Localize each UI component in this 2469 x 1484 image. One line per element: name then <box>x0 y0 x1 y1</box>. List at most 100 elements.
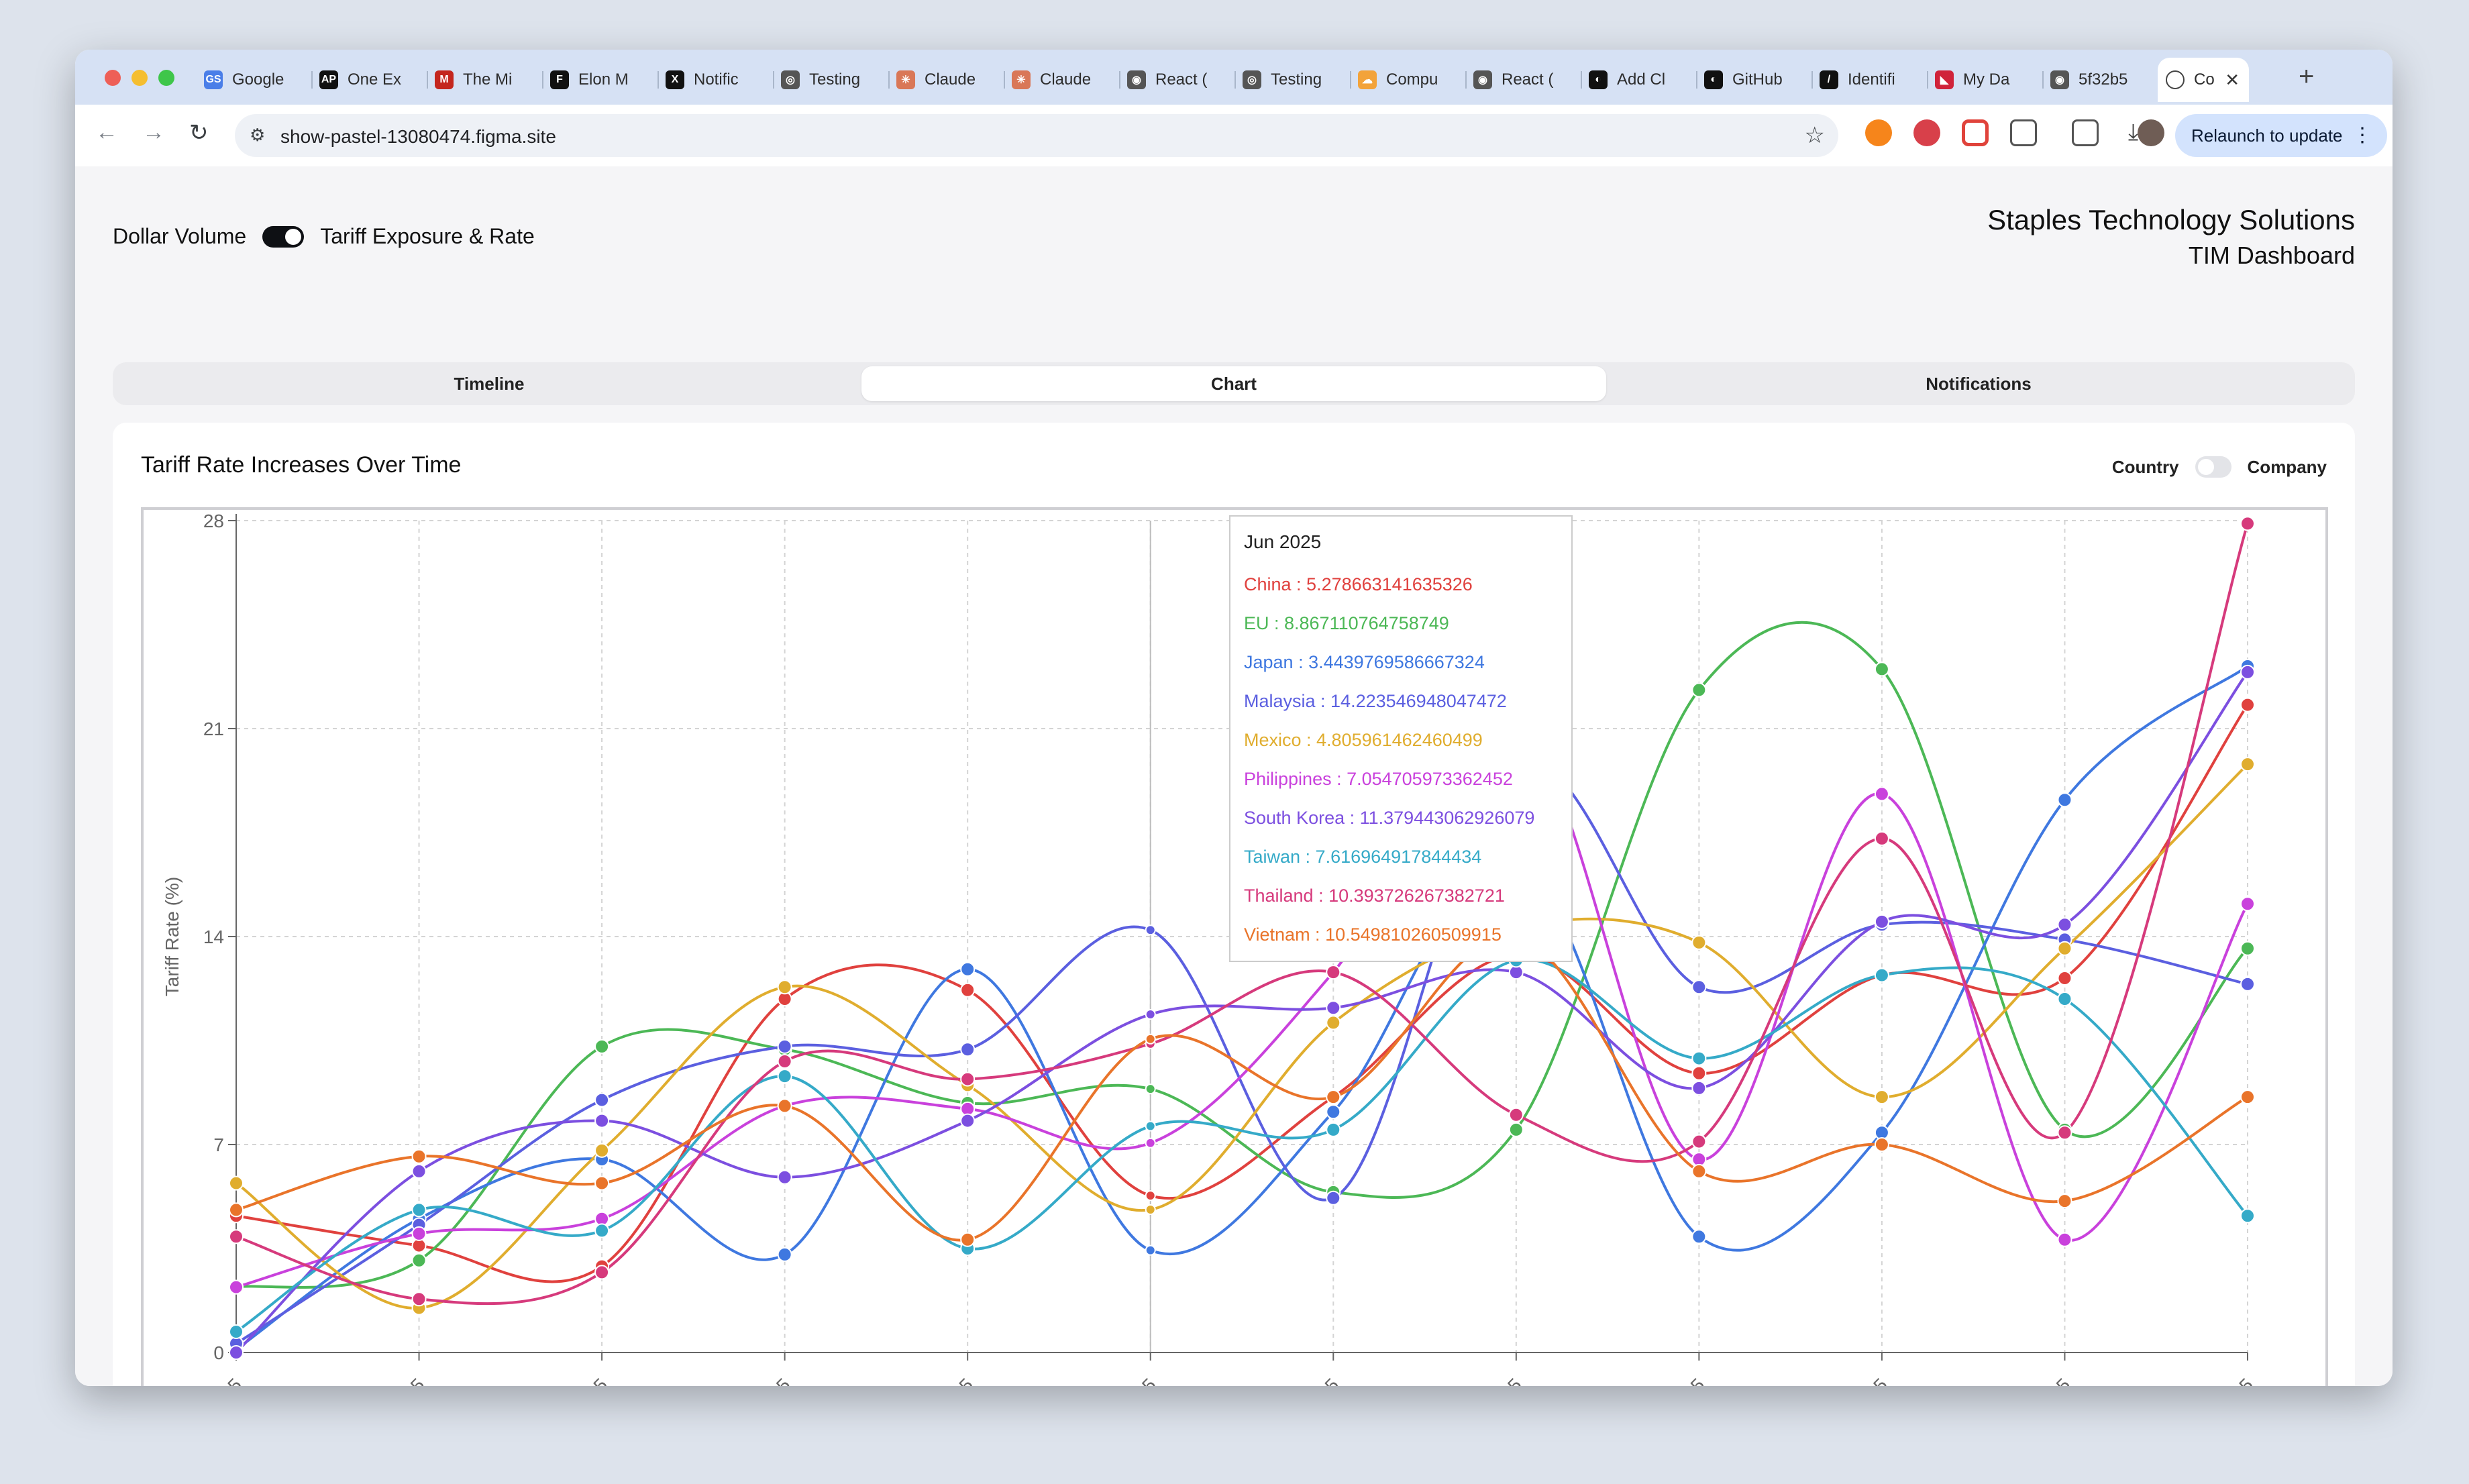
tab-favicon-icon: AP <box>319 70 338 89</box>
metamask-extension-icon[interactable] <box>1865 119 1892 146</box>
data-point-south-korea <box>960 1113 976 1128</box>
browser-tab[interactable]: F Elon M <box>542 58 658 102</box>
browser-tab[interactable]: AP One Ex <box>311 58 427 102</box>
close-window-button[interactable] <box>105 70 121 86</box>
data-point-taiwan <box>1691 1051 1707 1066</box>
x-tick-label: 2025 <box>933 1374 977 1386</box>
browser-tab[interactable]: X Notific <box>658 58 773 102</box>
browser-tab[interactable]: / Identifi <box>1811 58 1927 102</box>
extension-icon[interactable] <box>1962 119 1989 146</box>
data-point-taiwan <box>229 1324 244 1339</box>
data-point-china <box>2057 971 2072 986</box>
minimize-window-button[interactable] <box>132 70 148 86</box>
browser-tab[interactable]: ◎ Testing <box>1234 58 1350 102</box>
bookmark-star-icon[interactable]: ☆ <box>1804 123 1825 148</box>
tab-chart[interactable]: Chart <box>861 366 1606 401</box>
browser-tab[interactable]: ◉ React ( <box>1119 58 1234 102</box>
data-point-japan <box>1326 1104 1341 1120</box>
data-point-eu <box>1874 661 1889 677</box>
browser-tab[interactable]: ◐ GitHub <box>1696 58 1811 102</box>
relaunch-button[interactable]: Relaunch to update ⋮ <box>2175 114 2387 157</box>
tooltip-row: Japan : 3.4439769586667324 <box>1244 652 1485 672</box>
data-point-japan <box>1691 1229 1707 1244</box>
tab-label: GitHub <box>1732 70 1783 89</box>
tab-search-icon[interactable] <box>2072 119 2099 146</box>
country-company-toggle: Country Company <box>2112 456 2327 478</box>
browser-tab[interactable]: ◎ Testing <box>773 58 888 102</box>
chart-area[interactable]: 0 7 14 21 28 2025 2025 2025 2025 2025 2025 2025 2025… <box>141 507 2328 1386</box>
tab-label: React ( <box>1155 70 1208 89</box>
browser-tab-active[interactable]: Co ✕ <box>2158 58 2249 102</box>
data-point-china <box>1691 1065 1707 1081</box>
browser-tab[interactable]: ✳ Claude <box>888 58 1004 102</box>
extension-icon[interactable] <box>1913 119 1940 146</box>
browser-tab[interactable]: ◉ 5f32b5 <box>2042 58 2158 102</box>
data-point-philippines <box>1874 786 1889 802</box>
metric-toggle: Dollar Volume Tariff Exposure & Rate <box>113 224 535 249</box>
data-point-taiwan <box>1874 967 1889 983</box>
tab-label: One Ex <box>348 70 402 89</box>
data-point-philippines <box>229 1279 244 1295</box>
data-point-eu <box>1691 682 1707 698</box>
data-point-eu <box>1145 1083 1156 1095</box>
browser-tab[interactable]: ✳ Claude <box>1004 58 1119 102</box>
data-point-south-korea <box>229 1345 244 1360</box>
data-point-vietnam <box>2240 1090 2255 1105</box>
close-tab-icon[interactable]: ✕ <box>2225 70 2240 90</box>
data-point-malaysia <box>777 1039 792 1054</box>
browser-tab[interactable]: ☁ Compu <box>1350 58 1465 102</box>
tab-favicon-icon: ◉ <box>1127 70 1146 89</box>
puzzle-extensions-icon[interactable] <box>2010 119 2037 146</box>
data-point-malaysia <box>2240 976 2255 992</box>
tooltip-row: Vietnam : 10.549810260509915 <box>1244 924 1502 945</box>
data-point-malaysia <box>1691 979 1707 995</box>
tab-label: 5f32b5 <box>2079 70 2128 89</box>
country-company-switch[interactable] <box>2195 456 2231 478</box>
browser-tab[interactable]: ◐ Add Cl <box>1581 58 1696 102</box>
data-point-south-korea <box>2057 917 2072 933</box>
reload-icon[interactable]: ↻ <box>189 120 209 146</box>
data-point-taiwan <box>777 1069 792 1084</box>
avatar[interactable] <box>2138 119 2164 146</box>
data-point-philippines <box>1145 1137 1156 1149</box>
data-point-thailand <box>229 1229 244 1244</box>
more-menu-icon[interactable]: ⋮ <box>2352 124 2372 146</box>
new-tab-button[interactable]: + <box>2299 62 2315 91</box>
browser-tab[interactable]: GS Google <box>196 58 311 102</box>
tab-label: Claude <box>925 70 976 89</box>
tab-label: Claude <box>1040 70 1092 89</box>
x-tick-label: 2025 <box>1847 1374 1891 1386</box>
tooltip-title: Jun 2025 <box>1244 531 1322 552</box>
tab-strip: GS Google AP One Ex M The Mi F Elon M X Notific ◎ T… <box>75 50 2393 105</box>
tab-notifications[interactable]: Notifications <box>1926 373 2032 394</box>
data-point-eu <box>1508 1122 1524 1137</box>
address-bar[interactable]: ⚙ show-pastel-13080474.figma.site ☆ <box>235 114 1838 157</box>
back-arrow-icon[interactable]: ← <box>95 119 118 145</box>
site-settings-icon[interactable]: ⚙ <box>250 125 266 145</box>
tab-label: Elon M <box>578 70 629 89</box>
zoom-window-button[interactable] <box>158 70 174 86</box>
y-tick-label: 21 <box>203 719 224 739</box>
series-line-mexico <box>235 763 2249 1310</box>
tooltip-row: Mexico : 4.805961462460499 <box>1244 730 1483 750</box>
browser-tab[interactable]: ◣ My Da <box>1927 58 2042 102</box>
metric-switch[interactable] <box>262 225 305 248</box>
tab-favicon-icon: / <box>1820 70 1838 89</box>
tab-label: Testing <box>809 70 861 89</box>
line-chart: 0 7 14 21 28 2025 2025 2025 2025 2025 2025 2025 2025… <box>162 511 2257 1386</box>
chart-tooltip: Jun 2025 China : 5.278663141635326 EU : 8… <box>1229 515 1573 962</box>
download-icon[interactable]: ⤓ <box>2128 119 2139 145</box>
data-point-china <box>1145 1190 1156 1202</box>
data-point-thailand <box>1691 1134 1707 1149</box>
data-point-vietnam <box>1145 1033 1156 1045</box>
dollar-volume-label: Dollar Volume <box>113 224 247 248</box>
data-point-philippines <box>2240 896 2255 912</box>
tab-timeline[interactable]: Timeline <box>454 373 525 394</box>
data-point-mexico <box>777 979 792 995</box>
data-point-thailand <box>2240 516 2255 531</box>
forward-arrow-icon[interactable]: → <box>142 119 165 145</box>
browser-tab[interactable]: M The Mi <box>427 58 542 102</box>
tooltip-row: Taiwan : 7.616964917844434 <box>1244 847 1482 867</box>
browser-tab[interactable]: ◉ React ( <box>1465 58 1581 102</box>
data-point-eu <box>411 1253 427 1268</box>
